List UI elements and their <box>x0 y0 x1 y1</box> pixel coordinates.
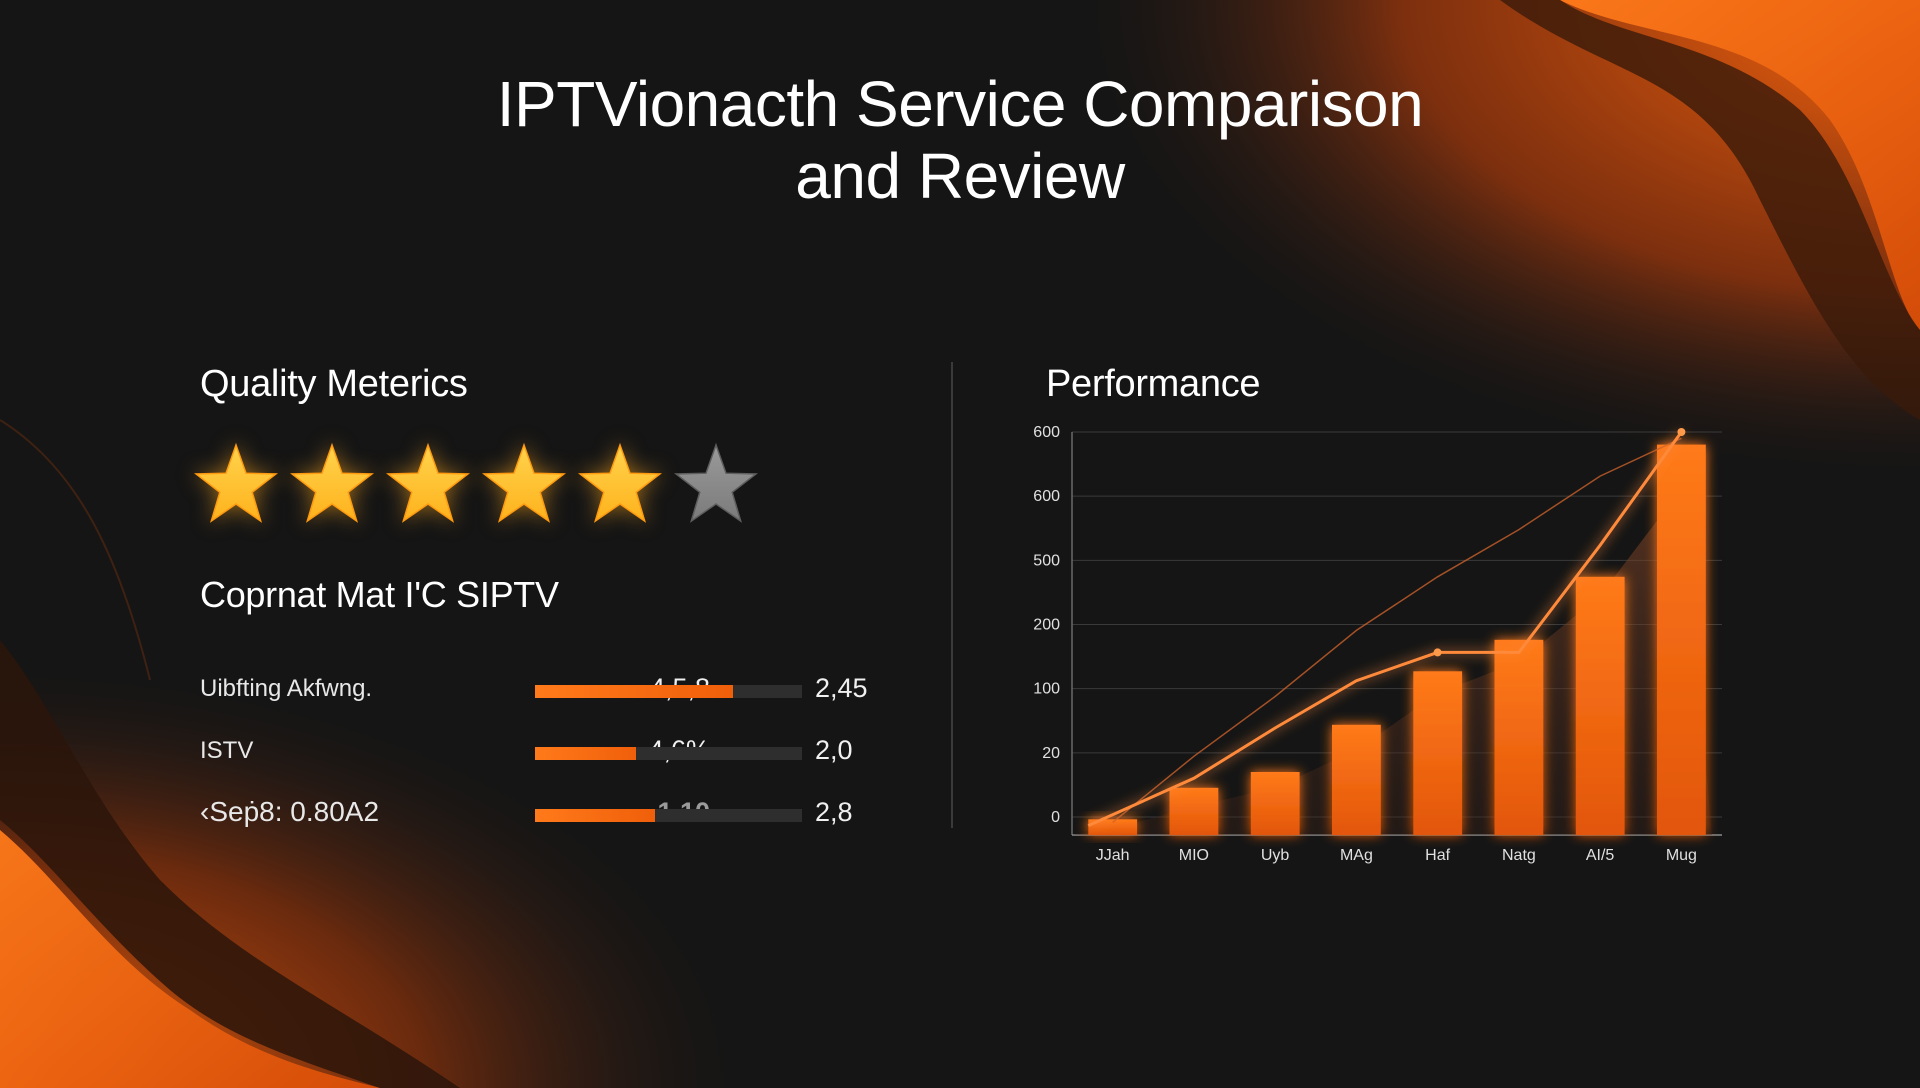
page-title: IPTVionacth Service Comparison and Revie… <box>0 68 1920 212</box>
bar <box>1575 576 1625 835</box>
bar <box>1332 724 1381 835</box>
y-tick-label: 0 <box>1051 809 1060 826</box>
comparison-subtitle: Coprnat Mat I'C SIPTV <box>200 574 559 615</box>
series-point <box>1677 428 1686 436</box>
bar <box>1169 787 1219 835</box>
series-line <box>1087 431 1683 827</box>
x-tick-label: Haf <box>1425 847 1450 864</box>
x-tick-label: Mug <box>1666 847 1697 864</box>
y-tick-label: 600 <box>1033 488 1060 505</box>
metric-label: Uibfting Akfwng. <box>200 675 373 702</box>
y-tick-label: 200 <box>1033 617 1060 634</box>
star-filled-icon <box>576 440 664 528</box>
metric-bar-fill <box>535 747 637 760</box>
performance-chart-svg: 0 20 100 200 500 600 600 JJah MIO Uyb MAg Haf Natg AI… <box>1033 424 1722 864</box>
metric-bar-track <box>535 685 802 698</box>
star-filled-icon <box>288 440 376 528</box>
metric-label: ISTV <box>200 737 254 764</box>
x-tick-label: AI/5 <box>1586 847 1615 864</box>
x-tick-label: MAg <box>1340 847 1373 864</box>
metric-row: Uibfting Akfwng. 4,5,8 2,45 <box>200 665 920 725</box>
metric-bar-track <box>535 747 802 760</box>
metric-row: ISTV 4,6% 2,0 <box>200 727 920 787</box>
metric-bar-track <box>535 809 802 822</box>
y-tick-label: 500 <box>1033 552 1060 569</box>
secondary-area <box>1072 488 1712 835</box>
bar <box>1413 671 1463 835</box>
trend-line <box>1112 437 1682 823</box>
x-tick-label: JJah <box>1096 847 1130 864</box>
metric-secondary-value: 2,8 <box>815 797 853 827</box>
bar <box>1088 819 1138 835</box>
quality-metrics-title: Quality Meterics <box>200 363 468 405</box>
metric-row: ‹Seṗ8: 0.80A2 1 10 2,8 <box>200 789 920 849</box>
y-tick-label: 100 <box>1033 681 1060 698</box>
page-title-line-1: IPTVionacth Service Comparison <box>496 68 1424 140</box>
star-filled-icon <box>480 440 568 528</box>
section-divider <box>951 362 953 828</box>
metric-bar-fill <box>535 809 656 822</box>
metric-secondary-value: 2,0 <box>815 735 853 765</box>
bar <box>1250 772 1300 835</box>
series-point <box>1433 648 1442 657</box>
metric-secondary-value: 2,45 <box>815 673 868 703</box>
star-rating <box>192 440 760 530</box>
metric-label: ‹Seṗ8: 0.80A2 <box>200 796 380 827</box>
star-empty-icon <box>672 440 760 528</box>
star-filled-icon <box>384 440 472 528</box>
page-title-line-2: and Review <box>795 140 1125 212</box>
performance-title: Performance <box>1046 363 1261 405</box>
x-tick-label: Natg <box>1502 847 1536 864</box>
y-tick-label: 20 <box>1042 745 1060 762</box>
star-filled-icon <box>192 440 280 528</box>
metric-bar-fill <box>535 685 733 698</box>
performance-chart: 0 20 100 200 500 600 600 JJah MIO Uyb MAg Haf Natg AI… <box>1020 410 1740 880</box>
bar <box>1657 444 1706 835</box>
bar <box>1494 639 1544 835</box>
x-tick-label: Uyb <box>1261 847 1290 864</box>
x-tick-label: MIO <box>1179 847 1209 864</box>
y-tick-label: 600 <box>1033 424 1060 441</box>
